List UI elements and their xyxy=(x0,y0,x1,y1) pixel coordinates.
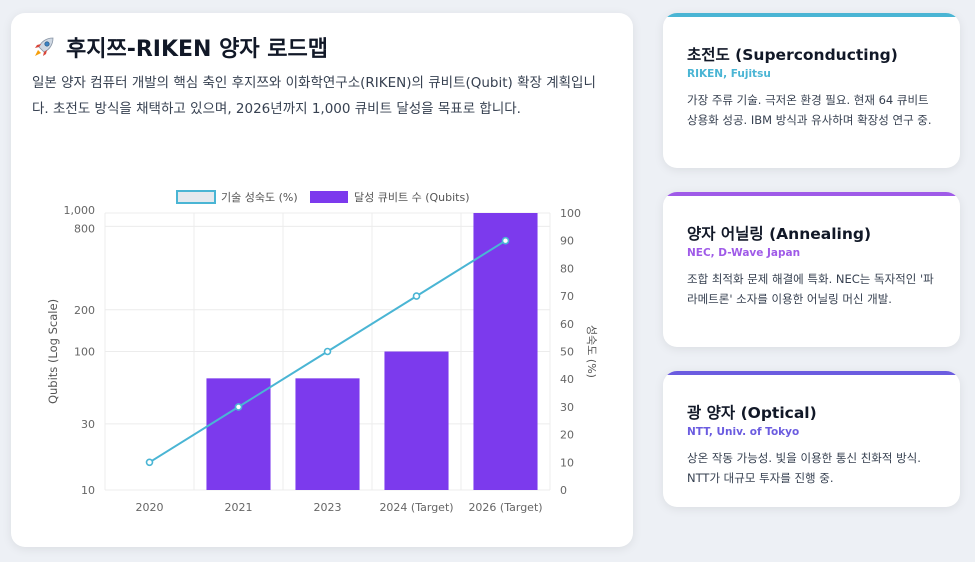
card-optical: 광 양자 (Optical) NTT, Univ. of Tokyo 상온 작동… xyxy=(663,371,960,507)
y-tick-label: 1,000 xyxy=(64,204,96,217)
y2-tick-label: 70 xyxy=(560,290,574,303)
point-maturity xyxy=(412,292,421,300)
x-tick-label: 2026 (Target) xyxy=(468,501,542,514)
y-tick-label: 10 xyxy=(81,484,95,497)
bar-qubits xyxy=(384,351,449,490)
card-text: 상온 작동 가능성. 빛을 이용한 통신 친화적 방식. NTT가 대규모 투자… xyxy=(687,451,921,485)
card-org: NTT, Univ. of Tokyo xyxy=(687,426,800,438)
x-tick-label: 2020 xyxy=(136,501,164,514)
y2-tick-label: 90 xyxy=(560,235,574,248)
card-text: 조합 최적화 문제 해결에 특화. NEC는 독자적인 '파라메트론' 소자를 … xyxy=(687,272,934,306)
y2-axis-label: 성숙도 (%) xyxy=(585,325,598,378)
rocket-icon xyxy=(35,37,54,56)
card-accent-bar xyxy=(663,371,960,375)
legend-label-maturity: 기술 성숙도 (%) xyxy=(221,191,298,204)
bar-qubits xyxy=(473,213,538,490)
y2-tick-label: 20 xyxy=(560,429,574,442)
y-axis-label: Qubits (Log Scale) xyxy=(46,299,60,404)
card-title: 초전도 (Superconducting) xyxy=(687,46,898,64)
page-description: 일본 양자 컴퓨터 개발의 핵심 축인 후지쯔와 이화학연구소(RIKEN)의 … xyxy=(32,75,596,117)
page-title-text: 후지쯔-RIKEN 양자 로드맵 xyxy=(66,37,328,62)
y2-tick-label: 100 xyxy=(560,207,581,220)
card-title: 양자 어닐링 (Annealing) xyxy=(687,225,872,243)
legend-label-qubits: 달성 큐비트 수 (Qubits) xyxy=(354,191,470,204)
y2-tick-label: 10 xyxy=(560,456,574,469)
y2-tick-label: 0 xyxy=(560,484,567,497)
card-accent-bar xyxy=(663,192,960,196)
y-tick-label: 800 xyxy=(74,222,95,235)
bar-qubits xyxy=(206,378,271,490)
y-tick-label: 30 xyxy=(81,418,95,431)
legend-swatch-maturity xyxy=(176,190,216,204)
card-org: RIKEN, Fujitsu xyxy=(687,68,771,80)
point-maturity xyxy=(145,458,154,467)
card-title: 광 양자 (Optical) xyxy=(687,404,817,422)
y-tick-label: 200 xyxy=(74,304,95,317)
y2-tick-label: 50 xyxy=(560,346,574,359)
x-tick-label: 2021 xyxy=(225,501,253,514)
y-tick-label: 100 xyxy=(74,346,95,359)
x-tick-label: 2024 (Target) xyxy=(379,501,453,514)
y2-tick-label: 40 xyxy=(560,373,574,386)
card-text: 가장 주류 기술. 극저온 환경 필요. 현재 64 큐비트 상용화 성공. I… xyxy=(687,93,932,127)
point-maturity xyxy=(323,347,332,356)
card-superconducting: 초전도 (Superconducting) RIKEN, Fujitsu 가장 … xyxy=(663,13,960,168)
card-annealing: 양자 어닐링 (Annealing) NEC, D-Wave Japan 조합 … xyxy=(663,192,960,347)
page-title: 후지쯔-RIKEN 양자 로드맵 xyxy=(32,31,328,63)
bar-qubits xyxy=(295,378,360,490)
card-org: NEC, D-Wave Japan xyxy=(687,247,801,259)
y2-tick-label: 30 xyxy=(560,401,574,414)
y2-tick-label: 60 xyxy=(560,318,574,331)
point-maturity xyxy=(234,403,243,411)
legend-swatch-qubits xyxy=(310,191,348,203)
y2-tick-label: 80 xyxy=(560,262,574,275)
point-maturity xyxy=(501,236,510,245)
x-tick-label: 2023 xyxy=(314,501,342,514)
card-accent-bar xyxy=(663,13,960,17)
